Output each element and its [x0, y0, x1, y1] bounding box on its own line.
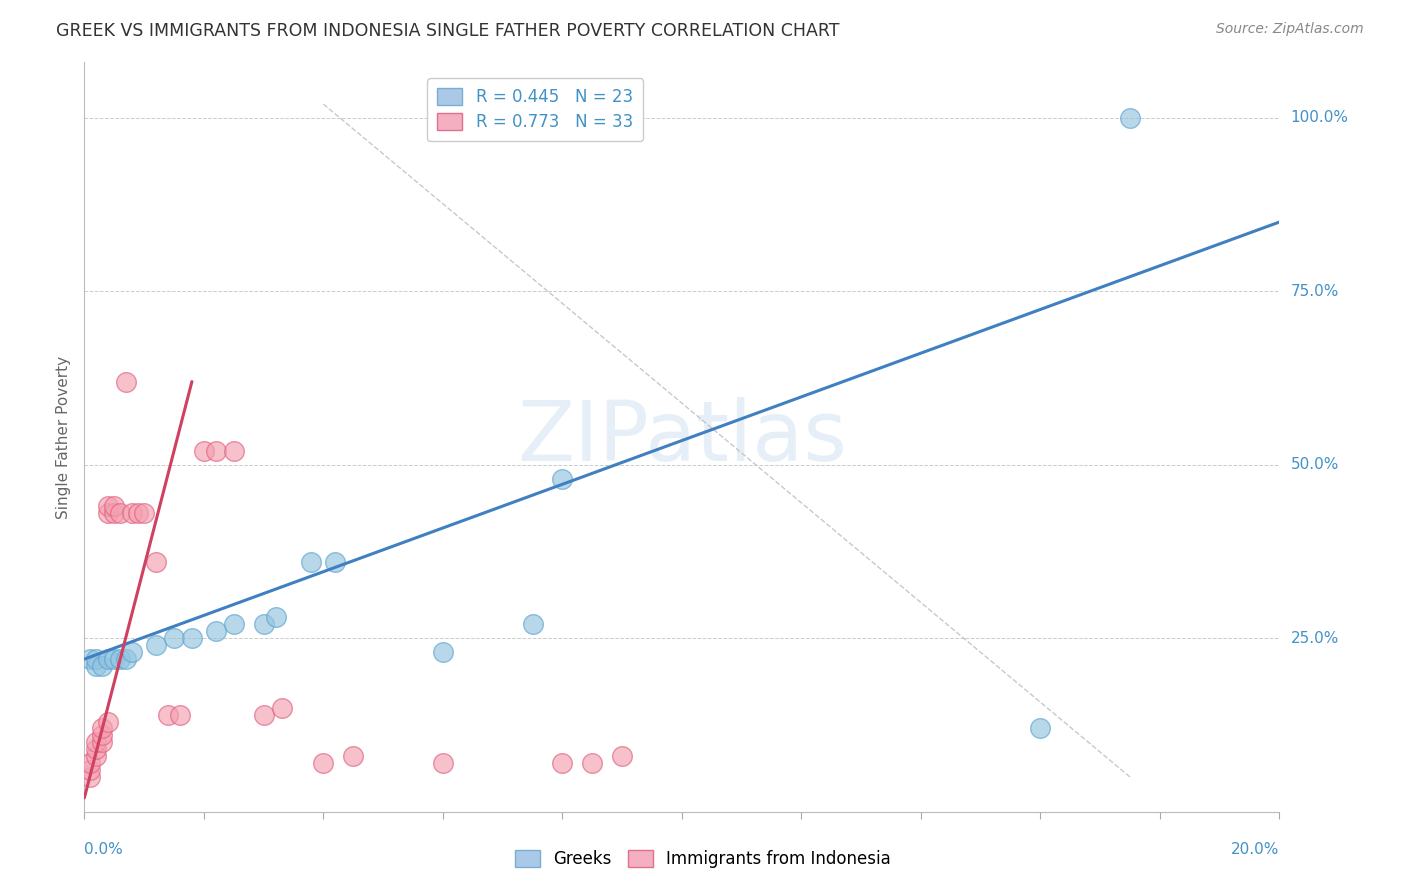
- Point: [97, 714, 120, 729]
- Point: [79, 770, 101, 784]
- Point: [342, 749, 364, 764]
- Point: [79, 652, 101, 666]
- Point: [86, 749, 108, 764]
- Point: [91, 722, 114, 736]
- Point: [157, 707, 180, 722]
- Point: [205, 624, 228, 639]
- Point: [432, 756, 454, 771]
- Point: [1119, 111, 1142, 125]
- Text: 0.0%: 0.0%: [84, 842, 124, 857]
- Point: [1029, 722, 1052, 736]
- Point: [127, 507, 149, 521]
- Y-axis label: Single Father Poverty: Single Father Poverty: [56, 356, 72, 518]
- Point: [110, 507, 132, 521]
- Point: [91, 728, 114, 742]
- Legend: Greeks, Immigrants from Indonesia: Greeks, Immigrants from Indonesia: [508, 843, 898, 875]
- Point: [301, 555, 323, 569]
- Point: [264, 610, 287, 624]
- Point: [432, 645, 454, 659]
- Point: [181, 632, 204, 646]
- Point: [222, 617, 245, 632]
- Point: [581, 756, 603, 771]
- Point: [79, 763, 101, 777]
- Point: [115, 652, 138, 666]
- Point: [97, 652, 120, 666]
- Point: [103, 652, 125, 666]
- Point: [522, 617, 544, 632]
- Point: [103, 507, 125, 521]
- Point: [97, 500, 120, 514]
- Point: [115, 375, 138, 389]
- Point: [121, 645, 143, 659]
- Point: [132, 507, 156, 521]
- Point: [86, 735, 108, 749]
- Point: [86, 652, 108, 666]
- Point: [103, 500, 125, 514]
- Point: [612, 749, 634, 764]
- Point: [312, 756, 335, 771]
- Point: [121, 507, 143, 521]
- Text: 75.0%: 75.0%: [1291, 284, 1339, 299]
- Text: 100.0%: 100.0%: [1291, 111, 1348, 126]
- Text: GREEK VS IMMIGRANTS FROM INDONESIA SINGLE FATHER POVERTY CORRELATION CHART: GREEK VS IMMIGRANTS FROM INDONESIA SINGL…: [56, 22, 839, 40]
- Point: [193, 444, 215, 458]
- Point: [270, 700, 292, 714]
- Point: [325, 555, 347, 569]
- Point: [551, 472, 574, 486]
- Point: [97, 507, 120, 521]
- Point: [91, 735, 114, 749]
- Text: Source: ZipAtlas.com: Source: ZipAtlas.com: [1216, 22, 1364, 37]
- Point: [253, 707, 276, 722]
- Text: ZIPatlas: ZIPatlas: [517, 397, 846, 477]
- Point: [145, 638, 167, 652]
- Text: 50.0%: 50.0%: [1291, 458, 1339, 473]
- Point: [163, 632, 186, 646]
- Point: [86, 659, 108, 673]
- Point: [205, 444, 228, 458]
- Text: 25.0%: 25.0%: [1291, 631, 1339, 646]
- Point: [145, 555, 167, 569]
- Point: [79, 756, 101, 771]
- Point: [86, 742, 108, 756]
- Point: [551, 756, 574, 771]
- Point: [91, 659, 114, 673]
- Legend: R = 0.445   N = 23, R = 0.773   N = 33: R = 0.445 N = 23, R = 0.773 N = 33: [427, 78, 643, 141]
- Point: [169, 707, 191, 722]
- Text: 20.0%: 20.0%: [1232, 842, 1279, 857]
- Point: [110, 652, 132, 666]
- Point: [253, 617, 276, 632]
- Point: [222, 444, 245, 458]
